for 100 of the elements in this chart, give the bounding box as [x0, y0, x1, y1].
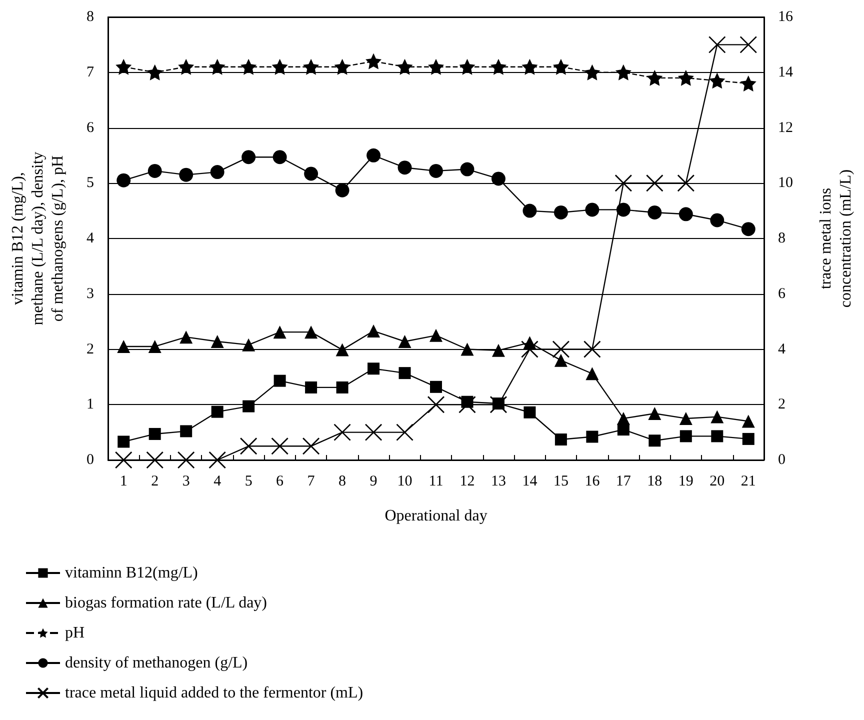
x-tick-label: 16 [584, 474, 600, 490]
point [427, 396, 445, 414]
point [429, 164, 443, 178]
point [742, 414, 755, 428]
point [646, 70, 663, 86]
point [367, 324, 380, 338]
point [180, 425, 192, 438]
point [364, 424, 382, 442]
point [146, 451, 164, 469]
point [271, 437, 289, 455]
point [646, 174, 664, 192]
legend-label: trace metal liquid added to the fermentor (mL) [65, 684, 364, 702]
point [208, 451, 226, 469]
y-tick-label: 8 [86, 9, 94, 25]
point [272, 150, 287, 164]
point [116, 173, 131, 188]
point [274, 374, 286, 387]
x-tick-label: 4 [214, 474, 222, 490]
x-axis-title: Operational day [384, 508, 488, 524]
point [430, 328, 442, 342]
point [585, 202, 600, 217]
point [614, 174, 632, 192]
x-tick-label: 9 [370, 474, 378, 490]
point [336, 343, 349, 356]
point [118, 436, 130, 448]
point [521, 340, 538, 358]
y-tick-label: 2 [86, 341, 94, 358]
x-tick-label: 20 [710, 474, 725, 490]
x-tick-label: 11 [428, 474, 444, 490]
y-tick-label: 7 [86, 64, 94, 80]
point [242, 150, 256, 164]
point [335, 183, 350, 198]
point [148, 340, 162, 353]
point [210, 334, 224, 348]
point [522, 58, 538, 75]
point [740, 36, 758, 54]
point [522, 204, 537, 218]
point [304, 166, 318, 181]
point [366, 53, 382, 70]
point [398, 160, 412, 175]
point [272, 58, 288, 75]
point [146, 64, 163, 80]
point [242, 338, 256, 352]
x-tick-label: 13 [490, 474, 506, 490]
legend-label: vitaminn B12(mg/L) [65, 564, 198, 582]
y2-tick-label: 16 [778, 9, 794, 25]
x-tick-label: 10 [397, 474, 412, 490]
point [648, 205, 662, 220]
point [552, 340, 570, 358]
point [524, 406, 536, 418]
point [490, 58, 506, 75]
point [398, 334, 412, 348]
y-axis-title: vitamin B12 (mg/L), methane (L/L day), density of methanogens (g/L), pH [10, 152, 66, 326]
x-tick-label: 21 [740, 474, 756, 490]
point [648, 406, 662, 420]
y2-tick-label: 6 [778, 286, 786, 302]
point [586, 367, 599, 380]
point [740, 75, 756, 92]
x-tick-label: 12 [460, 474, 475, 490]
point [242, 400, 255, 412]
y2-tick-label: 0 [778, 452, 786, 468]
point [458, 396, 476, 414]
point [710, 213, 724, 228]
point [708, 36, 726, 54]
point [368, 362, 380, 375]
point [616, 412, 630, 425]
point [615, 64, 632, 80]
point [648, 434, 661, 447]
point [211, 406, 224, 418]
point [554, 434, 567, 446]
point [554, 205, 568, 220]
point [209, 58, 226, 75]
point [398, 367, 411, 380]
x-tick-label: 5 [244, 474, 252, 490]
point [334, 58, 350, 75]
point [240, 437, 258, 455]
point [334, 424, 351, 442]
point [586, 430, 598, 443]
legend-label: density of methanogen (g/L) [65, 654, 248, 672]
point [491, 172, 506, 186]
legend-label: pH [65, 624, 85, 642]
point [428, 58, 444, 75]
point [396, 58, 413, 75]
y-tick-label: 3 [86, 286, 94, 302]
point [460, 342, 474, 356]
point [709, 72, 726, 89]
point [336, 381, 348, 394]
point [305, 381, 318, 394]
point [492, 344, 505, 357]
x-tick-label: 8 [338, 474, 346, 490]
y2-tick-label: 10 [778, 175, 793, 192]
point [430, 380, 442, 393]
point [180, 330, 193, 344]
x-tick-label: 3 [182, 474, 190, 490]
x-tick-label: 15 [553, 474, 568, 490]
x-tick-label: 19 [678, 474, 694, 490]
point [148, 164, 162, 178]
point [679, 412, 692, 425]
x-tick-label: 7 [307, 474, 316, 490]
x-tick-label: 1 [120, 474, 128, 490]
